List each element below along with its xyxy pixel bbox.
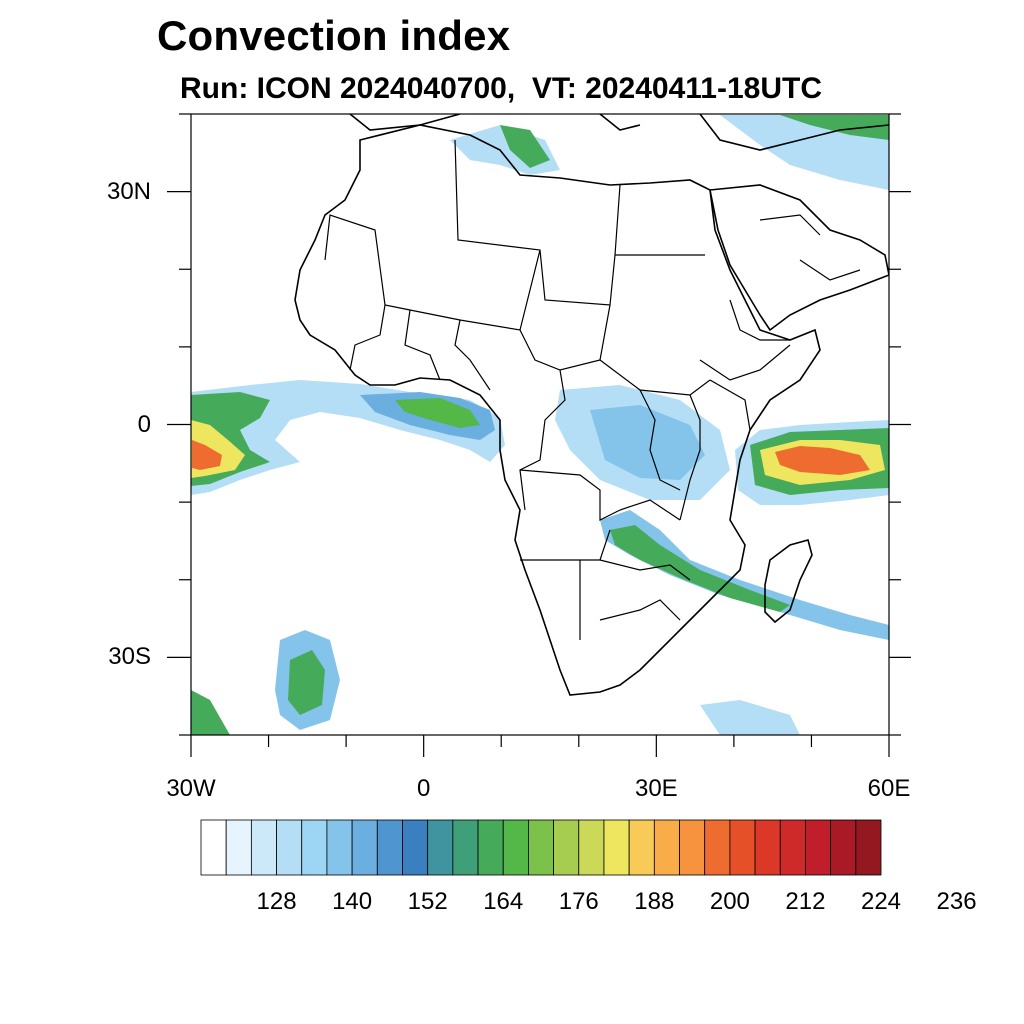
map-subtitle: Run: ICON 2024040700, VT: 20240411-18UTC <box>180 72 822 105</box>
africa-coastline <box>294 124 821 696</box>
colorbar-label: 140 <box>332 888 373 915</box>
lon-label: 30W <box>166 775 216 802</box>
border-east <box>639 379 751 521</box>
colorbar-swatch <box>553 819 580 876</box>
colorbar-swatch <box>729 819 756 876</box>
colorbar-swatch <box>301 819 328 876</box>
colorbar <box>200 819 882 876</box>
field-south-indian <box>700 700 800 735</box>
colorbar-label: 164 <box>483 888 524 915</box>
colorbar-swatch <box>805 819 832 876</box>
colorbar-label: 224 <box>860 888 902 915</box>
colorbar-swatch <box>452 819 479 876</box>
colorbar-swatch <box>603 819 630 876</box>
colorbar-swatch <box>830 819 857 876</box>
field-atlantic-core-red <box>192 440 222 470</box>
lat-label: 30N <box>106 177 151 205</box>
map-title: Convection index <box>157 12 511 59</box>
madagascar-coast <box>764 539 813 624</box>
colorbar-swatch <box>628 819 655 876</box>
field-gulf-guinea-inner <box>395 398 480 428</box>
lat-label: 30S <box>108 643 151 671</box>
colorbar-swatch <box>528 819 554 876</box>
field-mediterranean-inner <box>500 125 550 168</box>
colorbar-swatch <box>351 819 378 876</box>
colorbar-swatch <box>502 819 529 876</box>
field-sw-corner <box>191 690 230 735</box>
colorbar-label: 128 <box>256 888 297 915</box>
field-central-africa-inner <box>590 405 705 480</box>
convection-field <box>191 115 889 735</box>
colorbar-swatch <box>276 819 303 876</box>
lon-label: 0 <box>416 775 431 802</box>
border-n-africa <box>324 139 705 331</box>
colorbar-swatch <box>855 819 882 876</box>
colorbar-swatch <box>679 819 706 876</box>
colorbar-swatch <box>200 819 227 876</box>
border-central <box>519 304 711 511</box>
lon-label: 30E <box>634 775 678 802</box>
colorbar-label: 200 <box>709 888 750 915</box>
colorbar-label: 236 <box>936 888 977 915</box>
colorbar-label: 176 <box>558 888 599 915</box>
border-horn <box>699 299 791 381</box>
colorbar-swatch <box>653 819 680 876</box>
colorbar-swatch <box>754 819 781 876</box>
field-southern-band <box>600 510 889 640</box>
coastlines <box>294 114 889 696</box>
field-sw-atlantic-inner <box>288 650 325 715</box>
colorbar-swatch <box>427 819 454 876</box>
lon-label: 60E <box>867 775 911 802</box>
colorbar-swatch <box>704 819 731 876</box>
colorbar-swatch <box>779 819 806 876</box>
colorbar-swatch <box>477 819 504 876</box>
colorbar-swatch <box>250 819 277 876</box>
country-borders <box>324 139 861 640</box>
colorbar-label: 152 <box>407 888 448 915</box>
colorbar-swatch <box>402 819 429 876</box>
axis-ticks <box>167 113 911 757</box>
arabia-coast <box>709 184 889 332</box>
field-southern-band-inner <box>610 525 790 612</box>
lat-label: 0 <box>137 410 151 438</box>
colorbar-swatch <box>225 819 252 876</box>
colorbar-swatch <box>376 819 403 876</box>
colorbar-label: 188 <box>634 888 675 915</box>
europe-coast <box>349 114 889 151</box>
colorbar-label: 212 <box>785 888 826 915</box>
border-south <box>519 469 691 640</box>
field-northeast-inner <box>780 115 889 140</box>
border-west <box>349 304 491 391</box>
border-arabia <box>759 214 861 281</box>
colorbar-swatch <box>326 819 353 876</box>
field-indian-ocean-red <box>775 446 870 475</box>
colorbar-swatch <box>578 819 605 876</box>
